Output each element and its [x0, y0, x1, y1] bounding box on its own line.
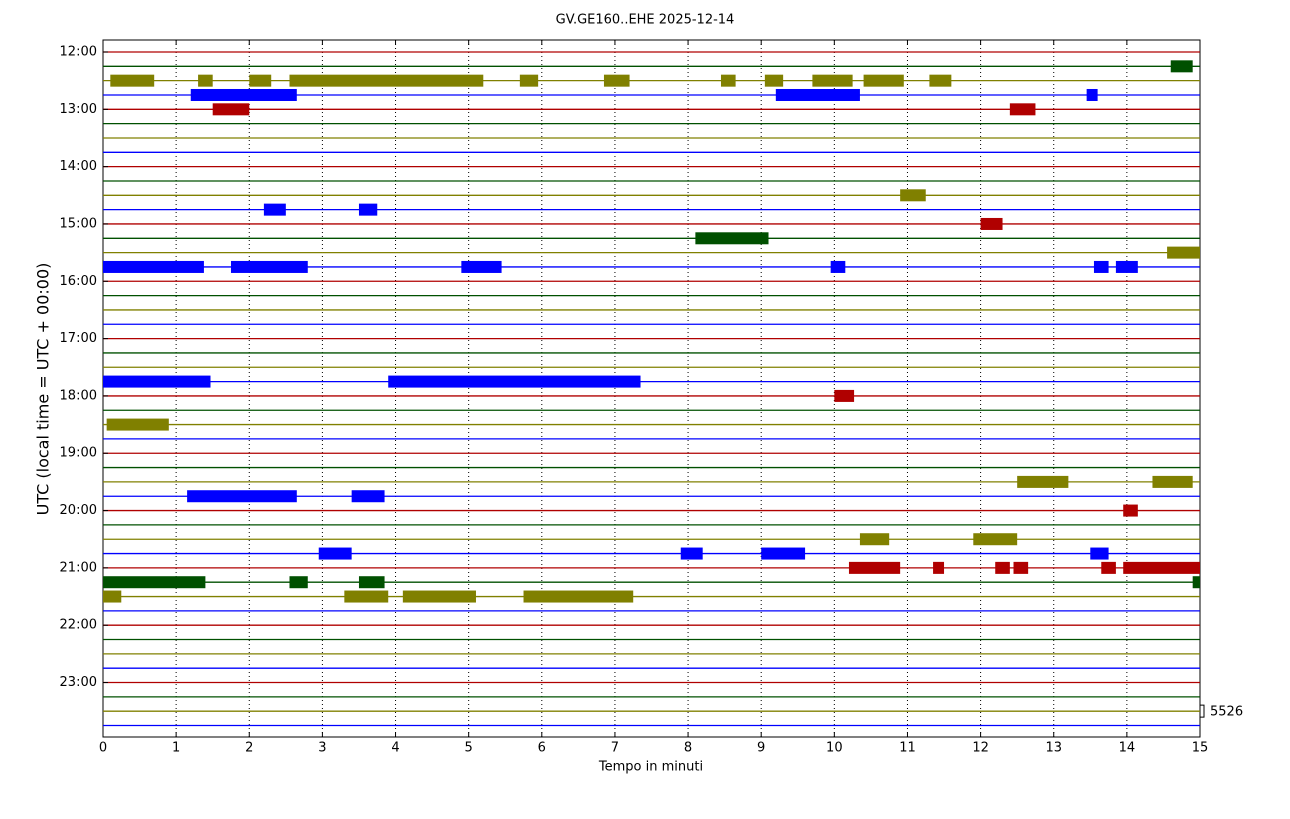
y-tick-label: 17:00: [60, 331, 97, 346]
seismic-burst: [680, 547, 703, 560]
x-tick-label: 2: [245, 741, 253, 756]
x-tick-label: 4: [391, 741, 399, 756]
seismic-burst: [344, 590, 389, 603]
seismic-burst: [351, 490, 385, 503]
x-tick-label: 12: [972, 741, 989, 756]
seismic-burst: [1170, 60, 1193, 73]
seismic-burst: [933, 561, 945, 574]
x-tick-label: 10: [826, 741, 843, 756]
seismic-burst: [289, 576, 308, 589]
x-tick-label: 5: [465, 741, 473, 756]
x-tick-label: 9: [757, 741, 765, 756]
y-tick-label: 21:00: [60, 560, 97, 575]
x-tick-label: 14: [1119, 741, 1136, 756]
y-tick-label: 19:00: [60, 446, 97, 461]
x-axis-label: Tempo in minuti: [598, 760, 703, 775]
seismic-burst: [187, 490, 297, 503]
seismic-burst: [249, 74, 272, 87]
seismic-burst: [402, 590, 476, 603]
seismic-burst: [995, 561, 1010, 574]
seismic-burst: [358, 576, 385, 589]
seismic-burst: [1017, 475, 1069, 488]
seismic-burst: [1093, 260, 1109, 273]
seismic-burst: [834, 389, 855, 402]
seismic-burst: [775, 88, 860, 101]
seismic-burst: [388, 375, 641, 388]
y-tick-label: 12:00: [60, 45, 97, 60]
seismic-burst: [263, 203, 286, 216]
x-tick-label: 1: [172, 741, 180, 756]
x-tick-label: 6: [538, 741, 546, 756]
x-tick-label: 15: [1192, 741, 1209, 756]
seismic-burst: [230, 260, 308, 273]
seismic-burst: [812, 74, 853, 87]
seismic-burst: [603, 74, 630, 87]
seismic-burst: [848, 561, 901, 574]
x-tick-label: 3: [318, 741, 326, 756]
seismic-burst: [1152, 475, 1193, 488]
seismic-burst: [461, 260, 502, 273]
y-tick-label: 23:00: [60, 675, 97, 690]
x-tick-label: 0: [99, 741, 107, 756]
seismic-burst: [1090, 547, 1109, 560]
y-tick-label: 14:00: [60, 159, 97, 174]
y-axis-label: UTC (local time = UTC + 00:00): [34, 263, 53, 516]
seismic-burst: [212, 103, 250, 116]
seismic-burst: [289, 74, 484, 87]
seismic-burst: [358, 203, 378, 216]
seismic-burst: [720, 74, 736, 87]
scale-bracket: [1200, 704, 1205, 718]
y-tick-label: 18:00: [60, 388, 97, 403]
seismic-burst: [103, 375, 211, 388]
seismic-burst: [863, 74, 904, 87]
seismic-burst: [1167, 246, 1200, 259]
x-tick-label: 11: [899, 741, 916, 756]
x-tick-label: 7: [611, 741, 619, 756]
y-tick-label: 20:00: [60, 503, 97, 518]
seismic-burst: [830, 260, 846, 273]
x-tick-label: 8: [684, 741, 692, 756]
seismic-burst: [859, 533, 890, 546]
seismic-burst: [106, 418, 169, 431]
seismic-burst: [519, 74, 539, 87]
seismic-burst: [1192, 576, 1200, 589]
seismic-burst: [980, 217, 1003, 230]
seismic-burst: [1115, 260, 1138, 273]
seismic-burst: [900, 189, 926, 202]
seismic-burst: [190, 88, 297, 101]
seismic-burst: [1009, 103, 1036, 116]
seismic-burst: [761, 547, 806, 560]
y-tick-label: 15:00: [60, 216, 97, 231]
seismic-burst: [1123, 504, 1138, 517]
scale-label: 5526: [1210, 705, 1243, 720]
seismic-burst: [1013, 561, 1029, 574]
seismic-burst: [523, 590, 634, 603]
seismic-burst: [1101, 561, 1116, 574]
plot-frame: [102, 39, 1201, 738]
seismic-burst: [764, 74, 784, 87]
seismic-burst: [1086, 88, 1098, 101]
chart-title: GV.GE160..EHE 2025-12-14: [556, 13, 735, 28]
seismic-burst: [695, 232, 769, 245]
y-tick-label: 22:00: [60, 618, 97, 633]
seismic-burst: [103, 590, 122, 603]
y-tick-label: 16:00: [60, 274, 97, 289]
seismic-burst: [318, 547, 352, 560]
seismic-burst: [198, 74, 213, 87]
seismic-burst: [103, 576, 206, 589]
y-tick-label: 13:00: [60, 102, 97, 117]
seismic-burst: [1123, 561, 1200, 574]
seismic-burst: [929, 74, 952, 87]
seismic-burst: [973, 533, 1018, 546]
seismic-burst: [110, 74, 155, 87]
x-tick-label: 13: [1045, 741, 1062, 756]
seismic-burst: [103, 260, 204, 273]
